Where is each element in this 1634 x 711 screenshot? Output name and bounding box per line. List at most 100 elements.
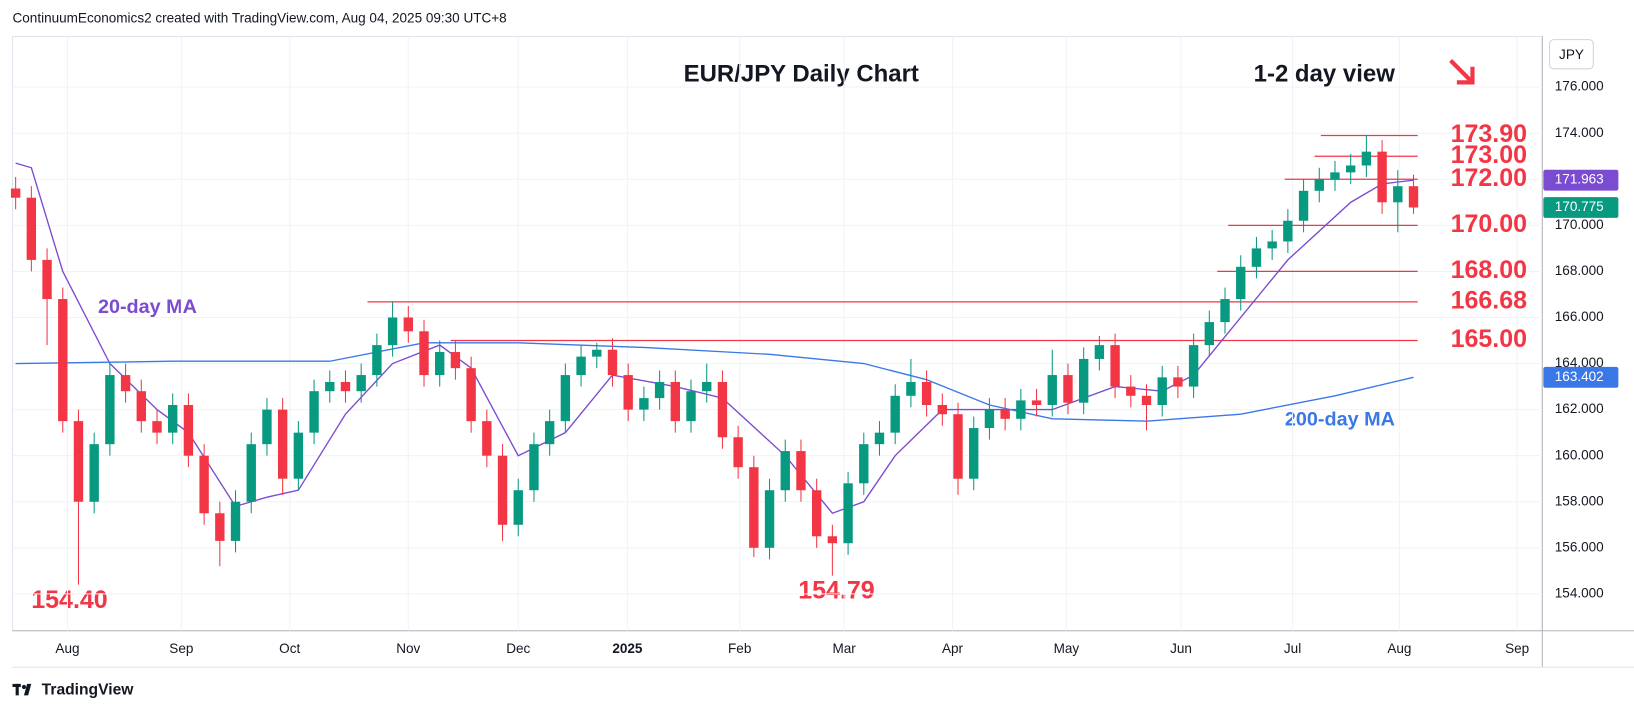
candle-body: [293, 432, 304, 479]
candle-body: [1267, 241, 1277, 249]
candle-body: [1345, 165, 1356, 173]
x-tick-label: Oct: [279, 641, 300, 656]
candle-body: [1157, 377, 1167, 406]
candle-body: [340, 381, 351, 392]
candle-body: [1016, 400, 1026, 419]
y-tick-label: 162.000: [1555, 401, 1604, 416]
candle-body: [262, 409, 272, 445]
candle-body: [1236, 266, 1246, 300]
y-tick-label: 158.000: [1555, 493, 1604, 508]
level-label: 173.00: [1451, 141, 1527, 169]
candle-body: [1141, 395, 1152, 406]
down-arrow: [1449, 58, 1475, 85]
candle-body: [654, 381, 665, 399]
candle-body: [1126, 386, 1136, 396]
candle-body: [1393, 186, 1403, 203]
x-tick-label: Sep: [1505, 641, 1529, 656]
footer: TradingView: [42, 681, 135, 698]
x-tick-label: Jul: [1284, 641, 1301, 656]
candle-body: [702, 381, 712, 392]
candle-body: [1204, 322, 1215, 346]
chart-title: EUR/JPY Daily Chart: [684, 60, 919, 87]
grid: [12, 36, 1543, 631]
candle-body: [937, 405, 948, 415]
candle-body: [152, 421, 162, 433]
candle-body: [717, 381, 728, 438]
currency-box: [1549, 39, 1594, 70]
candle-body: [544, 421, 555, 445]
price-tag: [1543, 197, 1619, 218]
candle-body: [435, 352, 445, 376]
currency: JPY: [1559, 47, 1584, 62]
candle-body: [372, 345, 382, 376]
level-label: 168.00: [1451, 256, 1527, 284]
candle-body: [466, 368, 476, 422]
candle-body: [811, 490, 822, 537]
candle-body: [309, 391, 319, 433]
candle-body: [215, 513, 225, 541]
candle-body: [168, 405, 178, 433]
candle-body: [1361, 151, 1372, 166]
logo: [12, 683, 32, 696]
candle-body: [1094, 345, 1105, 359]
candle-body: [984, 409, 995, 429]
candle-body: [387, 317, 398, 346]
candle-body: [1078, 358, 1089, 403]
candle-body: [639, 398, 649, 410]
x-tick-label: Apr: [942, 641, 964, 656]
candle-body: [199, 455, 209, 514]
candle-body: [1047, 375, 1057, 406]
candle-body: [969, 428, 979, 479]
candle-body: [136, 391, 146, 422]
candle-body: [623, 375, 633, 410]
price-tag-label: 171.963: [1555, 172, 1604, 187]
candle-body: [749, 467, 759, 548]
low-label: 154.40: [31, 586, 107, 614]
candle-body: [859, 444, 869, 484]
candle-body: [89, 444, 99, 502]
candle-body: [497, 455, 508, 525]
x-tick-label: Aug: [55, 641, 79, 656]
candle-body: [764, 490, 775, 548]
candle-body: [607, 349, 618, 376]
level-label: 173.90: [1451, 120, 1527, 148]
y-tick-label: 168.000: [1555, 263, 1604, 278]
candle-body: [246, 444, 256, 502]
x-tick-label: May: [1054, 641, 1080, 656]
candle-body: [419, 331, 429, 376]
candle-body: [403, 317, 413, 332]
candle-body: [42, 259, 52, 300]
candle-body: [26, 197, 37, 260]
price-tag: [1543, 169, 1619, 191]
price-tag-label: 170.775: [1555, 199, 1604, 214]
level-label: 165.00: [1451, 325, 1527, 353]
candle-body: [780, 451, 790, 491]
chart-subtitle: 1-2 day view: [1254, 60, 1396, 87]
y-tick-label: 160.000: [1555, 447, 1604, 462]
y-tick-label: 174.000: [1555, 125, 1604, 140]
candle-body: [10, 188, 21, 198]
candle-body: [1220, 299, 1230, 323]
candle-body: [953, 414, 963, 479]
candle-body: [277, 409, 288, 479]
candle-body: [1330, 172, 1340, 180]
candle-body: [1188, 345, 1199, 387]
plot-frame: [11, 35, 1543, 632]
low-label: 154.79: [798, 577, 874, 605]
x-tick-label: Nov: [396, 641, 420, 656]
candle-body: [1031, 400, 1042, 406]
candle-body: [1063, 375, 1073, 403]
header: ContinuumEconomics2 created with Trading…: [13, 10, 507, 25]
ma-label: 200-day MA: [1285, 408, 1395, 430]
candle-body: [1110, 345, 1120, 387]
x-tick-label: Dec: [506, 641, 530, 656]
x-tick-label: Mar: [832, 641, 856, 656]
level-label: 170.00: [1451, 210, 1527, 238]
candle-body: [1173, 377, 1183, 387]
y-tick-label: 170.000: [1555, 217, 1604, 232]
moving-average: [15, 342, 1414, 422]
candle-body: [183, 405, 194, 456]
candle-body: [1314, 179, 1324, 191]
y-tick-label: 156.000: [1555, 539, 1604, 554]
candle-body: [733, 437, 743, 468]
